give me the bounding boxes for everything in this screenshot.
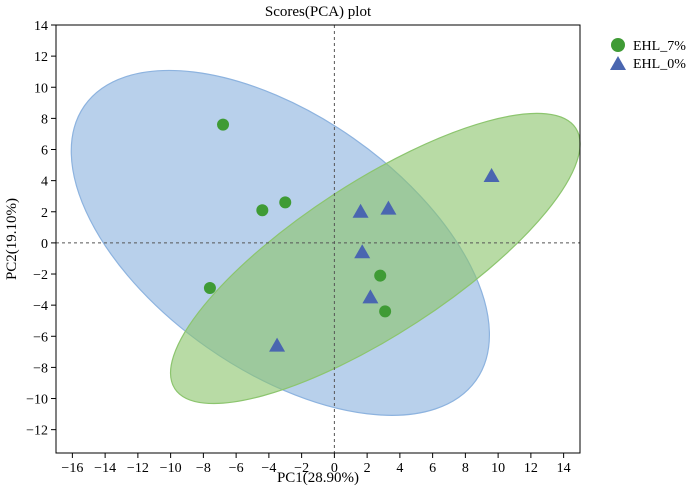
y-tick-label: 14 bbox=[34, 19, 48, 34]
chart-title: Scores(PCA) plot bbox=[265, 4, 372, 20]
plot-frame bbox=[55, 24, 581, 454]
x-tick-label: 2 bbox=[364, 461, 371, 476]
point-ehl-7 bbox=[279, 196, 292, 209]
point-ehl-7 bbox=[203, 282, 216, 295]
point-ehl-0 bbox=[380, 200, 397, 215]
x-axis-ticks: −16 −14 −12 −10 −8 −6 −4 −2 0 2 4 6 8 10 12 14 bbox=[61, 453, 571, 476]
x-axis-title: PC1(28.90%) bbox=[277, 470, 359, 486]
data-points bbox=[203, 118, 500, 352]
legend-item-ehl-0[interactable]: EHL_0% bbox=[610, 56, 686, 72]
point-ehl-7 bbox=[256, 204, 269, 217]
x-tick-label: −6 bbox=[229, 461, 244, 476]
x-tick-label: 4 bbox=[396, 461, 403, 476]
y-tick-label: −10 bbox=[26, 393, 48, 408]
y-axis-title: PC2(19.10%) bbox=[4, 198, 20, 280]
x-tick-label: −10 bbox=[160, 461, 182, 476]
point-ehl-0 bbox=[352, 203, 369, 218]
zero-reference-lines bbox=[56, 25, 580, 453]
y-tick-label: 12 bbox=[34, 50, 48, 65]
point-ehl-7 bbox=[379, 305, 392, 318]
x-tick-label: 10 bbox=[491, 461, 505, 476]
point-ehl-0 bbox=[483, 167, 500, 182]
point-ehl-7 bbox=[374, 269, 387, 282]
y-tick-label: 10 bbox=[34, 81, 48, 96]
x-tick-label: 6 bbox=[429, 461, 436, 476]
y-tick-label: 8 bbox=[41, 112, 48, 127]
y-tick-label: 6 bbox=[41, 144, 48, 159]
y-tick-label: 4 bbox=[41, 175, 48, 190]
x-tick-label: −8 bbox=[196, 461, 211, 476]
point-ehl-7 bbox=[217, 118, 230, 131]
x-tick-label: 8 bbox=[462, 461, 469, 476]
confidence-ellipse-ehl-7 bbox=[169, 112, 581, 405]
point-ehl-0 bbox=[362, 289, 379, 304]
x-tick-label: −16 bbox=[61, 461, 83, 476]
x-tick-label: −4 bbox=[261, 461, 276, 476]
x-tick-label: 0 bbox=[331, 461, 338, 476]
legend-item-ehl-7[interactable]: EHL_7% bbox=[611, 38, 686, 54]
legend-circle-marker bbox=[611, 38, 625, 52]
y-tick-label: −2 bbox=[33, 268, 48, 283]
y-tick-label: −8 bbox=[33, 361, 48, 376]
x-tick-label: −14 bbox=[94, 461, 116, 476]
legend-label-ehl-7: EHL_7% bbox=[633, 39, 686, 54]
x-tick-label: −2 bbox=[294, 461, 309, 476]
y-tick-label: −4 bbox=[33, 299, 48, 314]
legend-triangle-marker bbox=[610, 56, 626, 70]
point-ehl-0 bbox=[269, 337, 286, 352]
y-tick-label: −12 bbox=[26, 424, 48, 439]
y-tick-label: −6 bbox=[33, 330, 48, 345]
legend-label-ehl-0: EHL_0% bbox=[633, 57, 686, 72]
point-ehl-0 bbox=[354, 244, 371, 259]
legend[interactable]: EHL_7% EHL_0% bbox=[610, 38, 686, 72]
y-axis-ticks: −12 −10 −8 −6 −4 −2 0 2 4 6 8 10 12 14 bbox=[26, 19, 56, 439]
x-tick-label: 12 bbox=[524, 461, 538, 476]
x-tick-label: −12 bbox=[127, 461, 149, 476]
y-tick-label: 2 bbox=[41, 206, 48, 221]
y-tick-label: 0 bbox=[41, 237, 48, 252]
x-tick-label: 14 bbox=[557, 461, 571, 476]
